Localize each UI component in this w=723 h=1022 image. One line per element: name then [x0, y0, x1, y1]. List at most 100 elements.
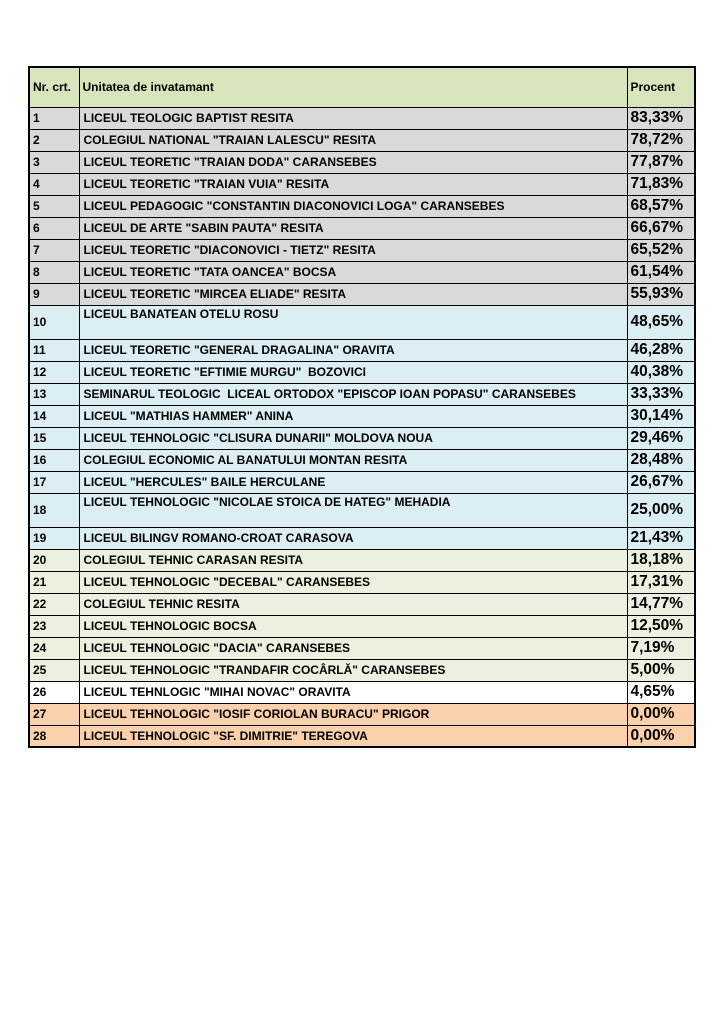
table-row: 11 LICEUL TEORETIC "GENERAL DRAGALINA" OR… — [28, 338, 696, 362]
school-name-cell: LICEUL BANATEAN OTELU ROSU — [78, 304, 628, 340]
table-row: 18 LICEUL TEHNOLOGIC "NICOLAE STOICA DE H… — [28, 492, 696, 528]
school-name-cell: LICEUL TEOLOGIC BAPTIST RESITA — [78, 106, 628, 130]
row-number-cell: 10 — [28, 304, 80, 340]
percent-cell: 65,52% — [626, 238, 696, 262]
row-number-cell: 13 — [28, 382, 80, 406]
school-name-cell: LICEUL TEORETIC "TRAIAN VUIA" RESITA — [78, 172, 628, 196]
percent-cell: 0,00% — [626, 724, 696, 748]
row-number-cell: 18 — [28, 492, 80, 528]
table-row: 26 LICEUL TEHNLOGIC "MIHAI NOVAC" ORAVITA… — [28, 680, 696, 704]
table-row: 17 LICEUL "HERCULES" BAILE HERCULANE 26,67… — [28, 470, 696, 494]
school-name-cell: LICEUL TEORETIC "EFTIMIE MURGU" BOZOVICI — [78, 360, 628, 384]
row-number-cell: 3 — [28, 150, 80, 174]
table-row: 15 LICEUL TEHNOLOGIC "CLISURA DUNARII" MO… — [28, 426, 696, 450]
header-row: Nr. crt. Unitatea de invatamant Procent — [28, 66, 696, 108]
table-row: 16 COLEGIUL ECONOMIC AL BANATULUI MONTAN … — [28, 448, 696, 472]
table-row: 28 LICEUL TEHNOLOGIC "SF. DIMITRIE" TEREG… — [28, 724, 696, 748]
row-number-cell: 26 — [28, 680, 80, 704]
percent-cell: 12,50% — [626, 614, 696, 638]
row-number-cell: 12 — [28, 360, 80, 384]
row-number-cell: 28 — [28, 724, 80, 748]
percent-cell: 0,00% — [626, 702, 696, 726]
school-name-cell: LICEUL TEHNOLOGIC "DACIA" CARANSEBES — [78, 636, 628, 660]
table-row: 7 LICEUL TEORETIC "DIACONOVICI - TIETZ" R… — [28, 238, 696, 262]
school-name-cell: LICEUL TEORETIC "DIACONOVICI - TIETZ" RE… — [78, 238, 628, 262]
percent-cell: 55,93% — [626, 282, 696, 306]
percent-cell: 26,67% — [626, 470, 696, 494]
percent-cell: 14,77% — [626, 592, 696, 616]
table-row: 1 LICEUL TEOLOGIC BAPTIST RESITA 83,33% — [28, 106, 696, 130]
school-name-cell: LICEUL TEHNOLOGIC "TRANDAFIR COCÂRLĂ" CA… — [78, 658, 628, 682]
row-number-cell: 16 — [28, 448, 80, 472]
school-name-cell: COLEGIUL NATIONAL "TRAIAN LALESCU" RESIT… — [78, 128, 628, 152]
row-number-cell: 11 — [28, 338, 80, 362]
school-name-cell: LICEUL "MATHIAS HAMMER" ANINA — [78, 404, 628, 428]
school-name-cell: LICEUL TEHNOLOGIC "CLISURA DUNARII" MOLD… — [78, 426, 628, 450]
row-number-cell: 14 — [28, 404, 80, 428]
table-row: 14 LICEUL "MATHIAS HAMMER" ANINA 30,14% — [28, 404, 696, 428]
school-name-cell: COLEGIUL TEHNIC CARASAN RESITA — [78, 548, 628, 572]
school-name-cell: LICEUL TEHNLOGIC "MIHAI NOVAC" ORAVITA — [78, 680, 628, 704]
table-row: 5 LICEUL PEDAGOGIC "CONSTANTIN DIACONOVIC… — [28, 194, 696, 218]
row-number-cell: 25 — [28, 658, 80, 682]
table-row: 27 LICEUL TEHNOLOGIC "IOSIF CORIOLAN BURA… — [28, 702, 696, 726]
school-name-cell: COLEGIUL ECONOMIC AL BANATULUI MONTAN RE… — [78, 448, 628, 472]
percent-cell: 30,14% — [626, 404, 696, 428]
table-row: 25 LICEUL TEHNOLOGIC "TRANDAFIR COCÂRLĂ" … — [28, 658, 696, 682]
table-header: Nr. crt. Unitatea de invatamant Procent — [28, 66, 696, 108]
percent-cell: 71,83% — [626, 172, 696, 196]
school-name-cell: SEMINARUL TEOLOGIC LICEAL ORTODOX "EPISC… — [78, 382, 628, 406]
table-row: 21 LICEUL TEHNOLOGIC "DECEBAL" CARANSEBES… — [28, 570, 696, 594]
percent-cell: 18,18% — [626, 548, 696, 572]
school-name-cell: LICEUL PEDAGOGIC "CONSTANTIN DIACONOVICI… — [78, 194, 628, 218]
row-number-cell: 2 — [28, 128, 80, 152]
row-number-cell: 7 — [28, 238, 80, 262]
table-row: 19 LICEUL BILINGV ROMANO-CROAT CARASOVA 21… — [28, 526, 696, 550]
results-table: Nr. crt. Unitatea de invatamant Procent … — [28, 66, 696, 748]
percent-cell: 5,00% — [626, 658, 696, 682]
school-name-cell: LICEUL TEORETIC "TATA OANCEA" BOCSA — [78, 260, 628, 284]
percent-cell: 4,65% — [626, 680, 696, 704]
table-row: 9 LICEUL TEORETIC "MIRCEA ELIADE" RESITA 5… — [28, 282, 696, 306]
percent-cell: 33,33% — [626, 382, 696, 406]
table-row: 24 LICEUL TEHNOLOGIC "DACIA" CARANSEBES 7,… — [28, 636, 696, 660]
percent-cell: 17,31% — [626, 570, 696, 594]
percent-cell: 25,00% — [626, 492, 696, 528]
row-number-cell: 4 — [28, 172, 80, 196]
row-number-cell: 22 — [28, 592, 80, 616]
row-number-cell: 9 — [28, 282, 80, 306]
school-name-cell: LICEUL TEHNOLOGIC "DECEBAL" CARANSEBES — [78, 570, 628, 594]
row-number-cell: 15 — [28, 426, 80, 450]
school-name-cell: COLEGIUL TEHNIC RESITA — [78, 592, 628, 616]
row-number-cell: 20 — [28, 548, 80, 572]
row-number-cell: 19 — [28, 526, 80, 550]
percent-cell: 77,87% — [626, 150, 696, 174]
school-name-cell: LICEUL TEHNOLOGIC BOCSA — [78, 614, 628, 638]
row-number-cell: 27 — [28, 702, 80, 726]
percent-cell: 83,33% — [626, 106, 696, 130]
school-name-cell: LICEUL DE ARTE "SABIN PAUTA" RESITA — [78, 216, 628, 240]
percent-cell: 21,43% — [626, 526, 696, 550]
percent-cell: 7,19% — [626, 636, 696, 660]
school-name-cell: LICEUL TEHNOLOGIC "SF. DIMITRIE" TEREGOV… — [78, 724, 628, 748]
table-row: 3 LICEUL TEORETIC "TRAIAN DODA" CARANSEBE… — [28, 150, 696, 174]
row-number-cell: 6 — [28, 216, 80, 240]
row-number-cell: 23 — [28, 614, 80, 638]
column-header-nr-crt: Nr. crt. — [28, 66, 80, 108]
row-number-cell: 1 — [28, 106, 80, 130]
percent-cell: 48,65% — [626, 304, 696, 340]
table-row: 2 COLEGIUL NATIONAL "TRAIAN LALESCU" RESI… — [28, 128, 696, 152]
school-name-cell: LICEUL TEHNOLOGIC "NICOLAE STOICA DE HAT… — [78, 492, 628, 528]
percent-cell: 78,72% — [626, 128, 696, 152]
percent-cell: 61,54% — [626, 260, 696, 284]
school-name-cell: LICEUL TEHNOLOGIC "IOSIF CORIOLAN BURACU… — [78, 702, 628, 726]
table-row: 8 LICEUL TEORETIC "TATA OANCEA" BOCSA 61,5… — [28, 260, 696, 284]
table-row: 13 SEMINARUL TEOLOGIC LICEAL ORTODOX "EPI… — [28, 382, 696, 406]
column-header-procent: Procent — [626, 66, 696, 108]
table-row: 20 COLEGIUL TEHNIC CARASAN RESITA 18,18% — [28, 548, 696, 572]
column-header-unitate: Unitatea de invatamant — [78, 66, 628, 108]
table-row: 10 LICEUL BANATEAN OTELU ROSU 48,65% — [28, 304, 696, 340]
row-number-cell: 17 — [28, 470, 80, 494]
school-name-cell: LICEUL TEORETIC "TRAIAN DODA" CARANSEBES — [78, 150, 628, 174]
